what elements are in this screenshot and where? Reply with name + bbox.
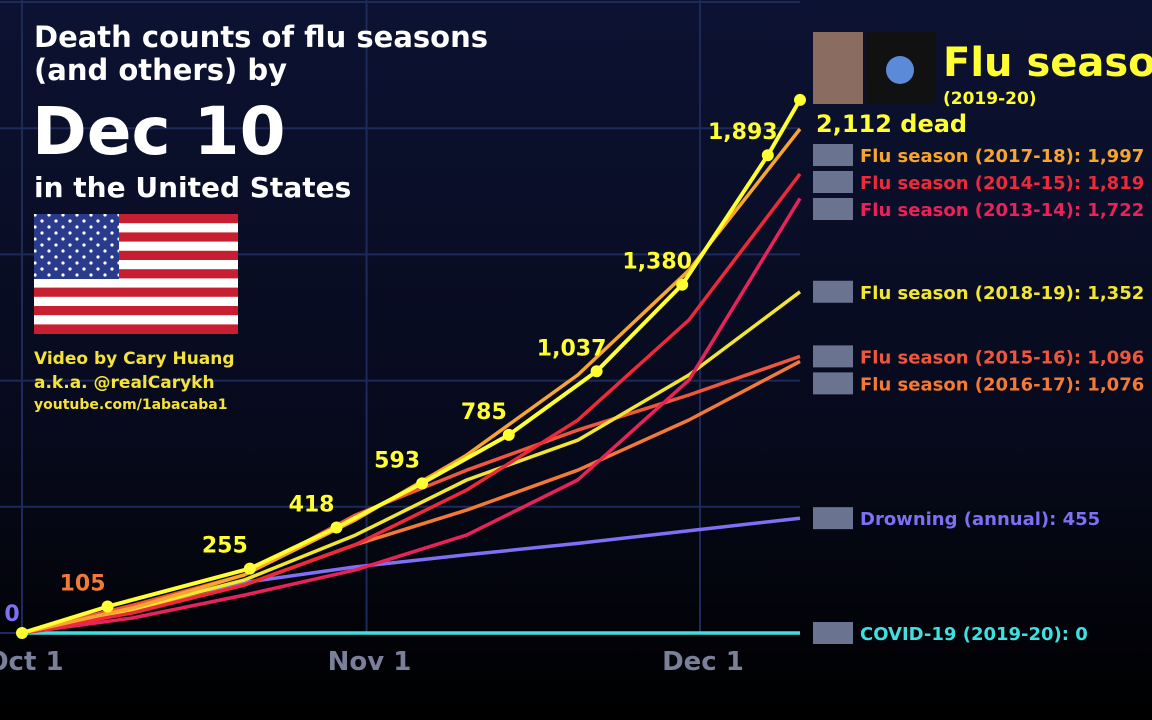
labels: 0 105 255 418 593 785 1,037 1,380 1,893 2,112 dea… — [4, 110, 1144, 645]
value-label: 105 — [60, 571, 106, 596]
value-label: 1,893 — [708, 120, 778, 145]
point — [416, 477, 429, 490]
point — [101, 600, 114, 613]
legend-label: Flu season (2013-14): 1,722 — [860, 200, 1144, 221]
highlight-period: (2019-20) — [943, 89, 1037, 109]
value-label: 255 — [202, 534, 248, 559]
credit: a.k.a. @realCarykh — [34, 373, 215, 393]
legend-label: Flu season (2017-18): 1,997 — [860, 146, 1144, 167]
line — [21, 197, 802, 635]
title-line: (and others) by — [34, 53, 287, 87]
x-tick-label: Dec 1 — [662, 647, 744, 677]
x-tick-label: Nov 1 — [328, 647, 412, 677]
legend-label: Flu season (2015-16): 1,096 — [860, 347, 1144, 368]
point — [590, 365, 603, 378]
line — [21, 354, 801, 635]
point — [16, 627, 28, 639]
thumbnail — [813, 622, 853, 644]
thumbnail — [813, 171, 853, 193]
value-label: 593 — [374, 448, 420, 473]
flag — [34, 214, 238, 334]
highlight-name: Flu season — [943, 40, 1152, 86]
point — [676, 278, 689, 291]
thumbnail — [813, 280, 853, 303]
point — [794, 93, 806, 106]
thumbnail — [813, 372, 853, 395]
thumbnail — [813, 144, 853, 166]
x-tick-label: Oct 1 — [0, 647, 64, 677]
point — [330, 521, 343, 534]
value-label: 785 — [461, 400, 507, 425]
legend-label: Flu season (2018-19): 1,352 — [860, 283, 1144, 304]
lines — [16, 93, 806, 639]
thumbnail — [813, 198, 853, 220]
point — [243, 562, 256, 575]
date: Dec 10 — [32, 93, 286, 170]
legend-label: Drowning (annual): 455 — [860, 509, 1100, 530]
value-label: 1,037 — [537, 336, 607, 361]
thumbnail — [813, 345, 853, 368]
legend-label: COVID-19 (2019-20): 0 — [860, 624, 1088, 645]
value-label: 2,112 dead — [816, 110, 967, 138]
value-label: 418 — [289, 492, 335, 517]
highlight-thumbnails — [813, 32, 936, 104]
credit: Video by Cary Huang — [34, 349, 235, 369]
value-label: 0 — [4, 602, 19, 627]
credit: youtube.com/1abacaba1 — [34, 397, 227, 413]
value-label: 1,380 — [622, 250, 692, 275]
legend-label: Flu season (2014-15): 1,819 — [860, 173, 1144, 194]
title: Death counts of flu seasons — [34, 20, 488, 54]
line — [21, 290, 802, 635]
grid: Oct 1 Nov 1 Dec 1 — [0, 0, 800, 677]
point — [502, 428, 515, 441]
point — [761, 149, 774, 162]
line — [21, 98, 802, 635]
location: in the United States — [34, 171, 351, 204]
line — [21, 172, 802, 635]
thumbnail — [813, 507, 853, 530]
legend-label: Flu season (2016-17): 1,076 — [860, 374, 1144, 395]
